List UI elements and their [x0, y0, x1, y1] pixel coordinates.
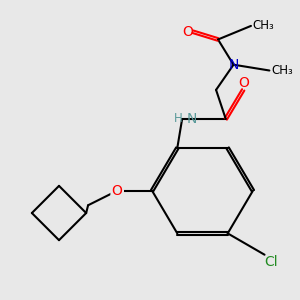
Text: Cl: Cl — [265, 255, 278, 269]
Text: O: O — [238, 76, 249, 90]
Text: CH₃: CH₃ — [272, 64, 293, 77]
Text: O: O — [182, 25, 193, 39]
Text: CH₃: CH₃ — [252, 20, 274, 32]
Text: N: N — [228, 58, 239, 72]
Text: H: H — [173, 112, 182, 125]
Text: O: O — [112, 184, 123, 198]
Text: N: N — [187, 112, 197, 126]
